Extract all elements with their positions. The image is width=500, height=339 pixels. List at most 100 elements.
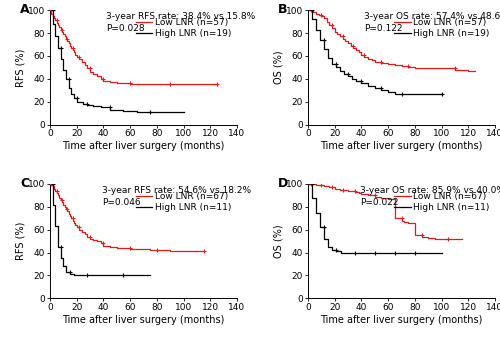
High LNR (n=19) bbox=[325, 47, 331, 51]
High LNR (n=19) bbox=[71, 92, 77, 96]
High LNR (n=19) bbox=[84, 102, 90, 106]
X-axis label: Time after liver surgery (months): Time after liver surgery (months) bbox=[62, 141, 224, 151]
High LNR (n=19) bbox=[90, 104, 96, 108]
Low LNR (n=57) bbox=[305, 8, 311, 12]
Low LNR (n=67) bbox=[87, 235, 93, 239]
High LNR (n=19) bbox=[76, 100, 82, 104]
Low LNR (n=67) bbox=[372, 195, 378, 199]
Low LNR (n=57) bbox=[51, 14, 57, 18]
High LNR (n=19) bbox=[63, 77, 69, 81]
High LNR (n=19) bbox=[392, 91, 398, 95]
High LNR (n=11) bbox=[358, 251, 364, 255]
Low LNR (n=57) bbox=[47, 8, 53, 12]
High LNR (n=19) bbox=[66, 77, 71, 81]
High LNR (n=11) bbox=[412, 251, 418, 255]
Low LNR (n=67) bbox=[308, 182, 314, 186]
High LNR (n=19) bbox=[392, 92, 398, 96]
High LNR (n=11) bbox=[52, 224, 59, 228]
High LNR (n=19) bbox=[321, 47, 327, 51]
High LNR (n=19) bbox=[353, 79, 359, 83]
High LNR (n=11) bbox=[52, 202, 59, 206]
High LNR (n=11) bbox=[321, 225, 327, 230]
High LNR (n=11) bbox=[305, 182, 311, 186]
High LNR (n=19) bbox=[76, 100, 82, 104]
High LNR (n=19) bbox=[317, 38, 323, 42]
High LNR (n=19) bbox=[313, 27, 319, 32]
High LNR (n=19) bbox=[90, 103, 96, 107]
Y-axis label: OS (%): OS (%) bbox=[273, 224, 283, 258]
High LNR (n=19) bbox=[341, 69, 347, 73]
High LNR (n=19) bbox=[372, 84, 378, 88]
High LNR (n=11) bbox=[412, 251, 418, 255]
High LNR (n=19) bbox=[398, 92, 404, 96]
Low LNR (n=57) bbox=[452, 67, 458, 72]
High LNR (n=11) bbox=[58, 245, 64, 249]
High LNR (n=11) bbox=[333, 248, 339, 252]
High LNR (n=11) bbox=[71, 272, 77, 276]
High LNR (n=19) bbox=[50, 22, 56, 26]
High LNR (n=19) bbox=[98, 104, 104, 108]
High LNR (n=19) bbox=[55, 46, 61, 50]
High LNR (n=19) bbox=[345, 72, 351, 76]
High LNR (n=11) bbox=[120, 274, 126, 278]
High LNR (n=19) bbox=[349, 75, 355, 79]
High LNR (n=11) bbox=[76, 274, 82, 278]
High LNR (n=11) bbox=[55, 224, 61, 228]
Low LNR (n=67) bbox=[458, 237, 464, 241]
High LNR (n=19) bbox=[98, 105, 104, 109]
High LNR (n=19) bbox=[333, 62, 339, 66]
High LNR (n=11) bbox=[372, 251, 378, 255]
High LNR (n=11) bbox=[107, 274, 113, 278]
High LNR (n=19) bbox=[333, 65, 339, 69]
High LNR (n=19) bbox=[378, 86, 384, 90]
High LNR (n=11) bbox=[67, 270, 73, 274]
High LNR (n=19) bbox=[438, 92, 444, 96]
Low LNR (n=67) bbox=[167, 250, 173, 254]
Low LNR (n=67) bbox=[332, 186, 338, 191]
Low LNR (n=57) bbox=[332, 30, 338, 34]
Line: Low LNR (n=57): Low LNR (n=57) bbox=[308, 10, 475, 71]
High LNR (n=11) bbox=[309, 182, 315, 186]
High LNR (n=19) bbox=[180, 110, 186, 114]
High LNR (n=11) bbox=[438, 251, 444, 255]
High LNR (n=19) bbox=[74, 96, 80, 100]
Low LNR (n=67) bbox=[200, 250, 206, 254]
Low LNR (n=57) bbox=[87, 66, 93, 71]
High LNR (n=11) bbox=[333, 250, 339, 254]
High LNR (n=19) bbox=[317, 27, 323, 32]
High LNR (n=19) bbox=[120, 109, 126, 113]
Text: D: D bbox=[278, 177, 288, 190]
Legend: Low LNR (n=57), High LNR (n=19): Low LNR (n=57), High LNR (n=19) bbox=[136, 17, 232, 39]
High LNR (n=19) bbox=[80, 102, 86, 106]
High LNR (n=11) bbox=[365, 251, 371, 255]
High LNR (n=11) bbox=[378, 251, 384, 255]
High LNR (n=19) bbox=[147, 110, 153, 114]
High LNR (n=19) bbox=[147, 110, 153, 114]
Low LNR (n=57) bbox=[361, 55, 367, 59]
Low LNR (n=67) bbox=[305, 182, 311, 186]
High LNR (n=11) bbox=[134, 274, 140, 278]
High LNR (n=19) bbox=[71, 96, 77, 100]
High LNR (n=11) bbox=[317, 225, 323, 230]
High LNR (n=19) bbox=[309, 17, 315, 21]
High LNR (n=11) bbox=[107, 274, 113, 278]
High LNR (n=11) bbox=[405, 251, 411, 255]
Low LNR (n=57) bbox=[350, 46, 356, 50]
High LNR (n=11) bbox=[325, 245, 331, 249]
Low LNR (n=67) bbox=[405, 220, 411, 224]
High LNR (n=11) bbox=[94, 274, 100, 278]
Line: High LNR (n=19): High LNR (n=19) bbox=[308, 10, 442, 94]
High LNR (n=11) bbox=[63, 264, 69, 268]
High LNR (n=19) bbox=[385, 91, 391, 95]
X-axis label: Time after liver surgery (months): Time after liver surgery (months) bbox=[320, 141, 482, 151]
High LNR (n=11) bbox=[147, 274, 153, 278]
Line: Low LNR (n=67): Low LNR (n=67) bbox=[50, 184, 203, 252]
High LNR (n=19) bbox=[412, 92, 418, 96]
High LNR (n=19) bbox=[432, 92, 438, 96]
Line: High LNR (n=19): High LNR (n=19) bbox=[50, 10, 184, 112]
High LNR (n=11) bbox=[47, 182, 53, 186]
High LNR (n=19) bbox=[60, 67, 66, 72]
High LNR (n=11) bbox=[120, 274, 126, 278]
Low LNR (n=57) bbox=[107, 79, 113, 83]
Low LNR (n=67) bbox=[59, 198, 65, 202]
